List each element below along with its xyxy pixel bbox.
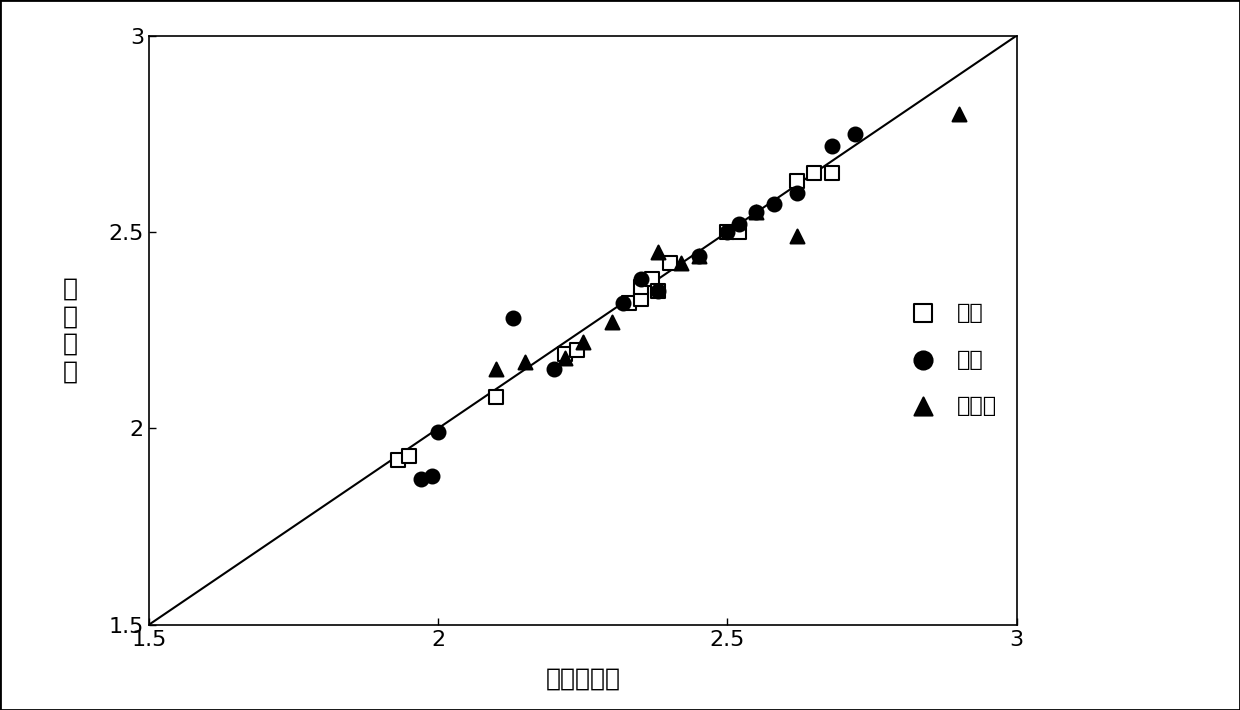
灰岩 xyxy=(544,364,564,375)
砂岩 xyxy=(787,175,807,187)
白云岩 xyxy=(573,337,593,348)
砂岩 xyxy=(822,168,842,179)
白云岩 xyxy=(556,352,575,364)
灰岩 xyxy=(688,250,708,261)
白云岩 xyxy=(671,258,691,269)
灰岩 xyxy=(746,207,766,218)
砂岩 xyxy=(399,450,419,462)
砂岩 xyxy=(660,258,680,269)
砂岩 xyxy=(718,226,738,238)
白云岩 xyxy=(746,207,766,218)
灰岩 xyxy=(410,474,430,485)
灰岩 xyxy=(614,297,634,308)
白云岩 xyxy=(601,317,621,328)
灰岩 xyxy=(764,199,784,210)
砂岩 xyxy=(729,226,749,238)
砂岩 xyxy=(642,273,662,285)
灰岩 xyxy=(428,427,448,438)
砂岩 xyxy=(567,344,587,356)
白云岩 xyxy=(688,250,708,261)
白云岩 xyxy=(649,246,668,257)
白云岩 xyxy=(515,356,534,367)
X-axis label: 地层真密度: 地层真密度 xyxy=(546,666,620,690)
砂岩 xyxy=(486,391,506,403)
砂岩 xyxy=(388,454,408,466)
灰岩 xyxy=(729,219,749,230)
白云岩 xyxy=(949,109,968,120)
灰岩 xyxy=(631,273,651,285)
灰岩 xyxy=(844,128,864,139)
灰岩 xyxy=(718,226,738,238)
灰岩 xyxy=(822,140,842,151)
Legend: 砂岩, 灰岩, 白云岩: 砂岩, 灰岩, 白云岩 xyxy=(893,294,1006,425)
灰岩 xyxy=(503,312,523,324)
砂岩 xyxy=(556,348,575,359)
灰岩 xyxy=(649,285,668,297)
灰岩 xyxy=(787,187,807,198)
灰岩 xyxy=(423,470,443,481)
砂岩 xyxy=(619,297,639,308)
白云岩 xyxy=(787,230,807,241)
砂岩 xyxy=(649,285,668,297)
砂岩 xyxy=(631,281,651,293)
砂岩 xyxy=(805,168,825,179)
砂岩 xyxy=(631,293,651,305)
Y-axis label: 计
算
密
度: 计 算 密 度 xyxy=(63,276,78,384)
白云岩 xyxy=(486,364,506,375)
